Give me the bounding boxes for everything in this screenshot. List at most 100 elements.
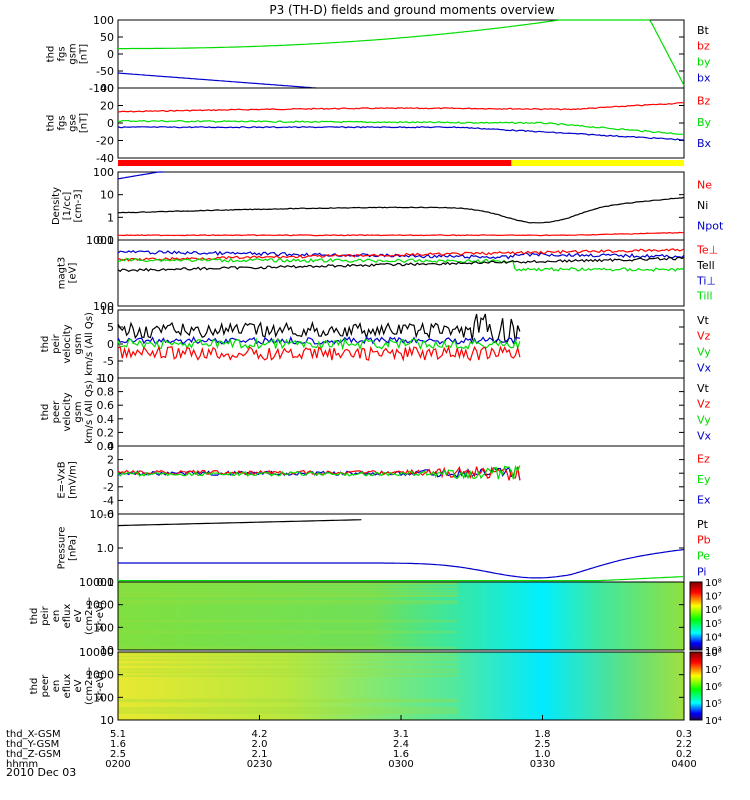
peer_spec-image — [118, 652, 684, 720]
fgs_gsm-ylabel-line: thd — [46, 46, 57, 63]
peir_spec-ylabel-line: en — [51, 610, 62, 623]
peir_spec-ytick-label: 10000 — [79, 576, 114, 589]
peer_vel-legend-Vz: Vz — [697, 398, 711, 411]
fgs_gsm-ytick-label: 100 — [93, 14, 114, 27]
efield-frame — [117, 445, 685, 515]
pressure-ylabel-line: Pressure — [57, 527, 68, 570]
pressure-legend-Pe: Pe — [697, 550, 710, 563]
efield-ylabel: E=-VxB [mV/m] — [57, 461, 79, 499]
peer_spec-ytick-label: 1000 — [86, 669, 114, 682]
efield-ytick-label: -2 — [103, 481, 114, 494]
xaxis-value: 4.2 — [252, 729, 268, 740]
peir_vel-ytick-label: -5 — [103, 355, 114, 368]
efield-legend-Ey: Ey — [697, 473, 711, 486]
peir_vel-legend-Vz: Vz — [697, 330, 711, 343]
series-By — [117, 119, 684, 135]
efield-ytick-label: 2 — [107, 454, 114, 467]
xaxis-value: 0.2 — [676, 749, 692, 760]
peer_spec-band — [118, 674, 458, 677]
peir_vel-ytick-label: 10 — [100, 304, 114, 317]
fgs_gse-ytick-label: 0 — [107, 117, 114, 130]
peir_spec-band — [118, 589, 458, 592]
peer_spec-ytick-label: 10 — [100, 714, 114, 727]
xaxis-value: 1.6 — [110, 739, 126, 750]
peer_vel-ylabel: thd peer velocity gsm km/s (All Qs) — [40, 380, 95, 444]
fgs_gsm-ylabel-line: fgs — [57, 46, 68, 61]
peir_spec-band — [118, 646, 458, 649]
peer_spec-ylabel-line: en — [51, 680, 62, 693]
fgs_gsm-frame — [117, 19, 685, 89]
fgs_gse-ytick-label: -40 — [96, 152, 114, 165]
fgs_gsm-ytick-label: -100 — [89, 82, 114, 95]
temp-frame — [117, 239, 685, 307]
fgs_gsm-ytick-label: 0 — [107, 48, 114, 61]
peir_vel-ytick-label: -10 — [96, 372, 114, 385]
peer_spec-ylabel-line: sr-eV) — [95, 671, 106, 700]
xaxis-value: 2.4 — [393, 739, 409, 750]
peir_spec-colorbar-label: 10⁷ — [705, 592, 722, 603]
xaxis-value: 1.6 — [393, 749, 409, 760]
peer_spec-colorbar — [689, 651, 703, 721]
pressure-legend-Pi: Pi — [697, 565, 706, 578]
peer_spec-band — [118, 709, 458, 712]
density-legend-Ne: Ne — [697, 178, 712, 191]
pressure-legend-Pb: Pb — [697, 534, 711, 547]
density-ytick-label: 0.1 — [97, 234, 115, 247]
peir_vel-ylabel-line: peir — [51, 333, 62, 353]
peir_vel-ytick-label: 0 — [107, 338, 114, 351]
fgs_gse-legend-By: By — [697, 116, 712, 129]
peer_vel-ylabel-line: km/s (All Qs) — [84, 380, 95, 444]
series-by — [118, 19, 685, 86]
peir_spec-band — [118, 586, 458, 589]
fgs_gse-frame — [117, 87, 685, 159]
xaxis-value: 0.3 — [676, 729, 692, 740]
series-Pt — [117, 519, 362, 527]
series-Till — [117, 257, 685, 273]
peer_spec-colorbar-label: 10⁵ — [705, 699, 722, 710]
peer_vel-ytick-label: 1.0 — [97, 372, 115, 385]
peer_vel-ylabel-line: gsm — [73, 401, 84, 422]
peir_spec-ytick-label: 1000 — [86, 599, 114, 612]
fgs_gse-ylabel-line: gse — [68, 114, 79, 132]
series-Bz — [118, 101, 685, 113]
xaxis-value: 2.2 — [676, 739, 692, 750]
peir_spec-ylabel-line: thd — [29, 608, 40, 625]
peir_spec-colorbar-label: 10⁴ — [705, 632, 722, 643]
peir_vel-legend-Vy: Vy — [697, 346, 711, 359]
peir_spec-band — [118, 631, 458, 634]
date-label: 2010 Dec 03 — [6, 766, 76, 779]
series-Pi — [118, 548, 685, 579]
peir_spec-colorbar-label: 10⁵ — [705, 619, 722, 630]
peer_vel-ytick-label: 0.2 — [97, 426, 115, 439]
efield-ytick-label: 4 — [107, 440, 114, 453]
pressure-frame — [117, 513, 685, 583]
peer_vel-ylabel-line: thd — [40, 404, 51, 421]
fgs_gse-ylabel: thd fgs gse [nT] — [46, 113, 90, 133]
density-ylabel-line: Density — [51, 187, 62, 225]
peir_spec-colorbar — [689, 581, 703, 651]
fgs_gsm-ylabel-line: gsm — [68, 43, 79, 64]
efield-ytick-label: -4 — [103, 494, 114, 507]
temp-legend-Te⊥: Te⊥ — [696, 244, 718, 257]
peir_vel-ylabel: thd peir velocity gsm km/s (All Qs) — [40, 312, 95, 376]
efield-legend-Ez: Ez — [697, 452, 710, 465]
density-ylabel: Density [1/cc] [cm-3] — [51, 187, 84, 225]
peir_spec-colorbar-label: 10⁶ — [705, 605, 722, 616]
peir_spec-band — [118, 600, 458, 603]
fgs_gsm-legend-by: by — [697, 56, 711, 69]
peer_spec-band — [118, 658, 458, 661]
peir_vel-ytick-label: 5 — [107, 321, 114, 334]
fgs_gsm-legend-bx: bx — [697, 71, 711, 84]
peer_spec-band — [118, 707, 458, 710]
peer_vel-ytick-label: 0.4 — [97, 413, 115, 426]
fgs_gsm-ylabel-line: [nT] — [79, 44, 90, 64]
peer_spec-ylabel-line: eflux — [62, 674, 73, 699]
efield-ylabel-line: [mV/m] — [68, 461, 79, 499]
efield-ytick-label: 0 — [107, 467, 114, 480]
figure-title: P3 (TH-D) fields and ground moments over… — [269, 3, 554, 17]
peer_spec-ytick-label: 100 — [93, 691, 114, 704]
density-legend-Ni: Ni — [697, 199, 708, 212]
peer_spec-ytick-label: 10000 — [79, 646, 114, 659]
peer_vel-ytick-label: 0.8 — [97, 386, 115, 399]
series-Ex — [117, 466, 521, 481]
